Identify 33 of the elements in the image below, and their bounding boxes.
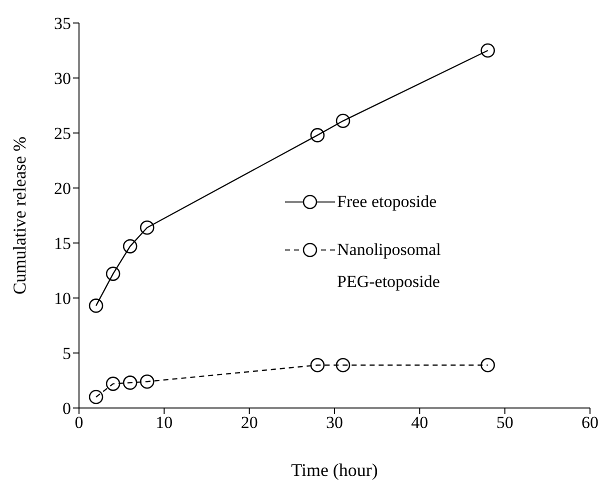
point [88, 390, 104, 404]
point [122, 376, 138, 390]
y-tick-label: 30 [54, 69, 71, 88]
point [122, 239, 138, 254]
legend-label: Nanoliposomal PEG-etoposide [337, 239, 442, 293]
x-tick-label: 10 [156, 413, 173, 432]
x-tick-label: 50 [496, 413, 514, 432]
y-tick-label: 0 [62, 399, 71, 418]
y-tick-label: 5 [62, 344, 71, 364]
x-axis-title: Time (hour) [291, 460, 378, 480]
x-tick-label: 0 [74, 413, 84, 432]
point [310, 358, 325, 372]
x-tick-label: 40 [411, 413, 428, 432]
point [140, 374, 154, 389]
point [88, 298, 104, 313]
y-tick-label: 15 [54, 234, 71, 254]
point [480, 358, 495, 372]
point [106, 376, 120, 391]
y-tick-label: 10 [54, 289, 71, 308]
y-axis-title: Cumulative release % [9, 136, 30, 294]
x-tick-label: 20 [240, 413, 258, 432]
x-tick-label: 60 [582, 413, 598, 432]
y-tick-label: 35 [54, 14, 71, 34]
x-tick-label: 30 [326, 413, 343, 432]
point [310, 128, 325, 142]
point [480, 43, 495, 58]
point [336, 358, 350, 372]
point [106, 266, 120, 281]
y-tick-label: 20 [54, 179, 71, 198]
point [336, 114, 350, 128]
legend-label: Free etoposide [337, 191, 438, 213]
point [140, 220, 154, 235]
y-tick-label: 25 [54, 124, 71, 144]
